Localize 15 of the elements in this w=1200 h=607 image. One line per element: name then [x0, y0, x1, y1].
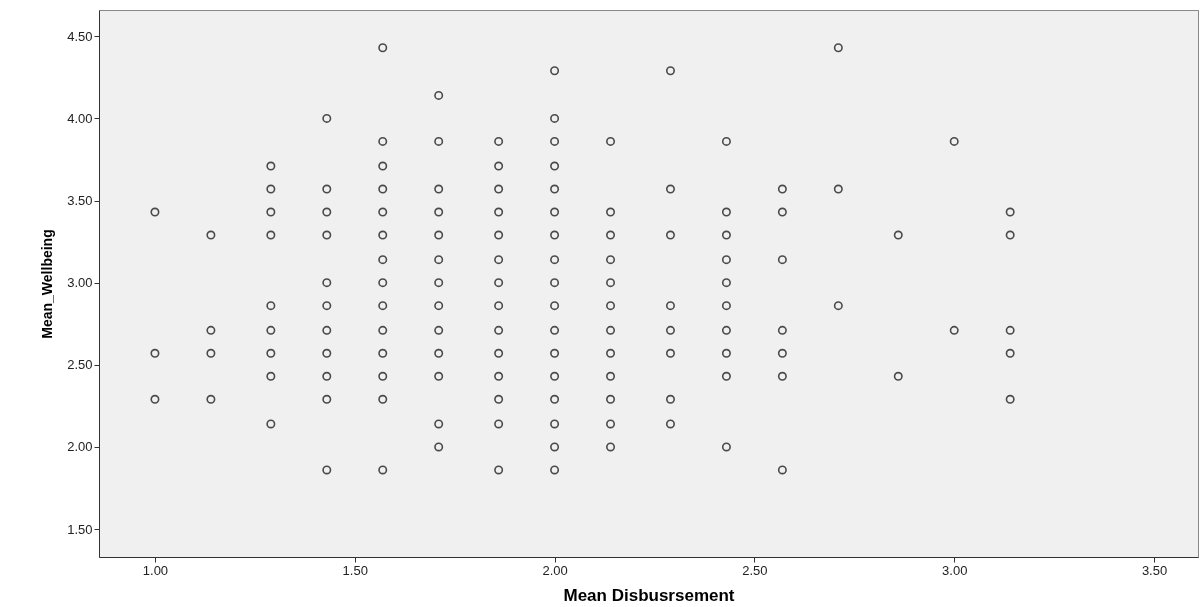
x-tick-label: 2.50 — [742, 562, 768, 578]
y-tick-label: 3.50 — [67, 193, 93, 209]
x-tick-label: 3.50 — [1141, 562, 1168, 578]
y-tick-label: 4.00 — [67, 110, 93, 126]
x-tick-label: 1.00 — [142, 562, 169, 578]
y-axis-title: Mean_Wellbeing — [39, 229, 56, 339]
x-tick-label: 2.00 — [542, 562, 568, 578]
x-tick-label: 3.00 — [942, 562, 968, 578]
y-tick-label: 2.50 — [67, 357, 93, 373]
y-tick-label: 1.50 — [67, 521, 93, 537]
x-tick-label: 1.50 — [342, 562, 368, 578]
y-tick-label: 3.00 — [67, 275, 93, 291]
y-tick-label: 2.00 — [67, 439, 93, 455]
x-axis-title: Mean Disbusrsement — [563, 585, 735, 605]
y-tick-label: 4.50 — [67, 28, 93, 44]
